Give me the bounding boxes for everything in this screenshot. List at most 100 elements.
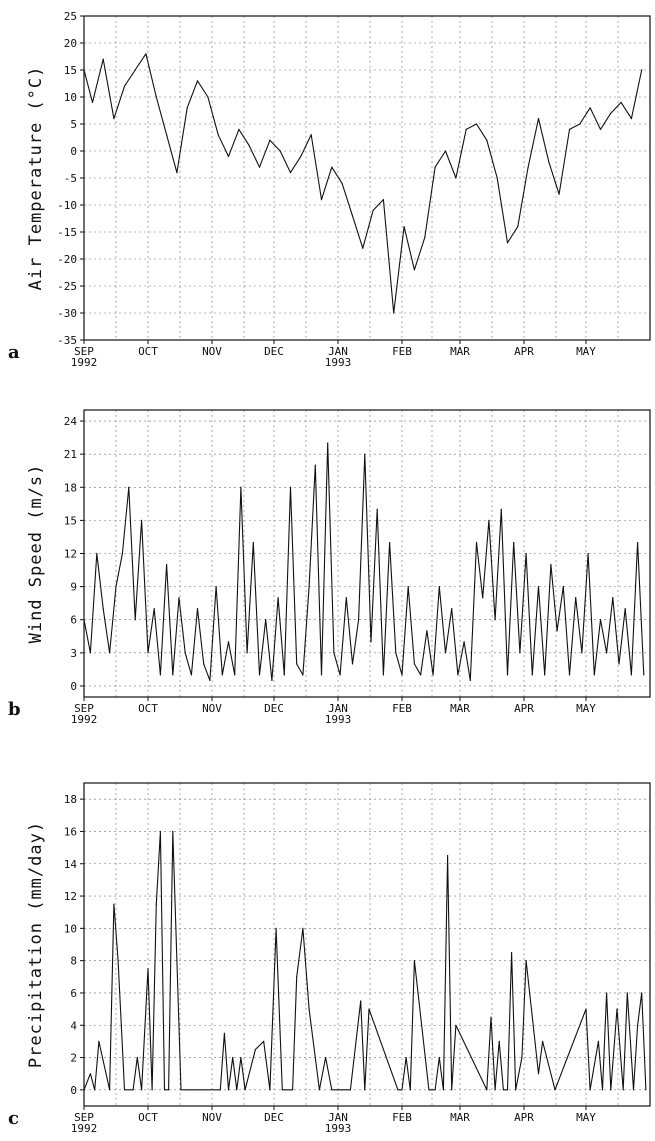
x-tick-label: SEP bbox=[74, 1111, 94, 1124]
x-tick-label: MAR bbox=[450, 345, 470, 358]
x-tick-label: NOV bbox=[202, 345, 222, 358]
data-point bbox=[221, 674, 223, 676]
y-tick-label: 6 bbox=[70, 987, 77, 1000]
data-point bbox=[289, 486, 292, 488]
data-point bbox=[548, 161, 550, 163]
data-point bbox=[630, 118, 633, 120]
data-point bbox=[159, 674, 161, 676]
data-point bbox=[486, 139, 488, 141]
plot-frame bbox=[83, 15, 651, 341]
data-point bbox=[442, 1089, 444, 1091]
data-point bbox=[207, 96, 209, 98]
data-point bbox=[269, 1089, 271, 1091]
data-point bbox=[525, 960, 527, 962]
data-point bbox=[475, 541, 478, 544]
data-point bbox=[568, 128, 571, 130]
x-tick-label: FEB bbox=[392, 702, 412, 715]
y-tick-label: 2 bbox=[70, 1052, 77, 1065]
data-point bbox=[331, 166, 333, 168]
data-point bbox=[389, 541, 391, 544]
data-point bbox=[632, 1089, 635, 1091]
data-point bbox=[610, 1089, 612, 1091]
data-point bbox=[426, 630, 428, 632]
data-point bbox=[219, 1089, 221, 1091]
y-tick-label: 8 bbox=[70, 955, 77, 968]
data-point bbox=[217, 134, 219, 136]
x-tick-label: MAY bbox=[576, 1111, 596, 1124]
x-tick-label: NOV bbox=[202, 702, 222, 715]
data-point bbox=[238, 128, 240, 130]
data-point bbox=[166, 563, 168, 566]
x-tick-label: MAY bbox=[576, 345, 596, 358]
data-point bbox=[134, 69, 136, 71]
data-point bbox=[263, 1040, 265, 1042]
data-point bbox=[132, 1089, 134, 1091]
data-point bbox=[542, 1040, 544, 1042]
data-point bbox=[310, 134, 312, 136]
data-point bbox=[413, 960, 415, 962]
data-point bbox=[300, 155, 302, 157]
data-point bbox=[444, 652, 447, 654]
data-point bbox=[236, 1089, 238, 1091]
data-point bbox=[314, 464, 316, 466]
data-point bbox=[395, 652, 397, 654]
data-point bbox=[585, 1008, 587, 1010]
data-point bbox=[511, 952, 513, 954]
data-point bbox=[506, 1089, 509, 1091]
y-tick-label: -10 bbox=[57, 199, 77, 212]
data-point bbox=[302, 674, 304, 676]
data-point bbox=[227, 155, 230, 157]
data-point bbox=[610, 112, 612, 114]
data-point bbox=[457, 674, 459, 676]
data-point bbox=[616, 1008, 618, 1010]
data-point bbox=[292, 1089, 294, 1091]
y-tick-label: -15 bbox=[57, 226, 77, 239]
data-point bbox=[581, 652, 583, 654]
data-point bbox=[606, 992, 608, 994]
data-point bbox=[434, 166, 436, 168]
x-tick-label: FEB bbox=[392, 1111, 412, 1124]
data-point bbox=[172, 830, 174, 833]
data-point bbox=[196, 80, 199, 82]
data-point bbox=[308, 586, 310, 588]
data-point bbox=[438, 586, 440, 588]
data-point bbox=[121, 552, 123, 555]
data-point bbox=[83, 69, 85, 71]
data-point bbox=[176, 172, 178, 174]
data-point bbox=[325, 1056, 327, 1059]
data-point bbox=[401, 674, 403, 676]
plot-frame bbox=[83, 782, 651, 1107]
data-point bbox=[517, 226, 519, 228]
data-point bbox=[240, 486, 242, 488]
data-point bbox=[405, 1056, 407, 1059]
data-point bbox=[186, 107, 188, 109]
y-tick-label: 5 bbox=[70, 118, 77, 131]
x-tick-label-year: 1993 bbox=[325, 1122, 352, 1135]
data-point bbox=[407, 586, 409, 588]
data-point bbox=[147, 652, 149, 654]
data-point bbox=[451, 1089, 453, 1091]
data-point bbox=[382, 674, 384, 676]
data-point bbox=[641, 992, 643, 994]
x-tick-label: MAR bbox=[450, 1111, 470, 1124]
data-point bbox=[296, 976, 298, 978]
data-point bbox=[318, 1089, 320, 1091]
data-point bbox=[624, 608, 626, 610]
y-tick-label: 14 bbox=[64, 858, 78, 871]
data-point bbox=[376, 508, 378, 510]
y-axis-label: Air Temperature (°C) bbox=[26, 66, 46, 291]
data-point bbox=[337, 1089, 339, 1091]
data-point bbox=[486, 1089, 488, 1091]
data-point bbox=[587, 552, 589, 555]
data-point bbox=[123, 85, 126, 87]
data-point bbox=[254, 1048, 256, 1051]
data-point bbox=[345, 597, 347, 599]
data-point bbox=[397, 1089, 399, 1091]
data-point bbox=[637, 541, 639, 544]
y-tick-label: 9 bbox=[70, 581, 77, 594]
data-point bbox=[521, 1056, 523, 1059]
data-point bbox=[531, 674, 533, 676]
data-point bbox=[258, 166, 261, 168]
data-point bbox=[215, 586, 217, 588]
